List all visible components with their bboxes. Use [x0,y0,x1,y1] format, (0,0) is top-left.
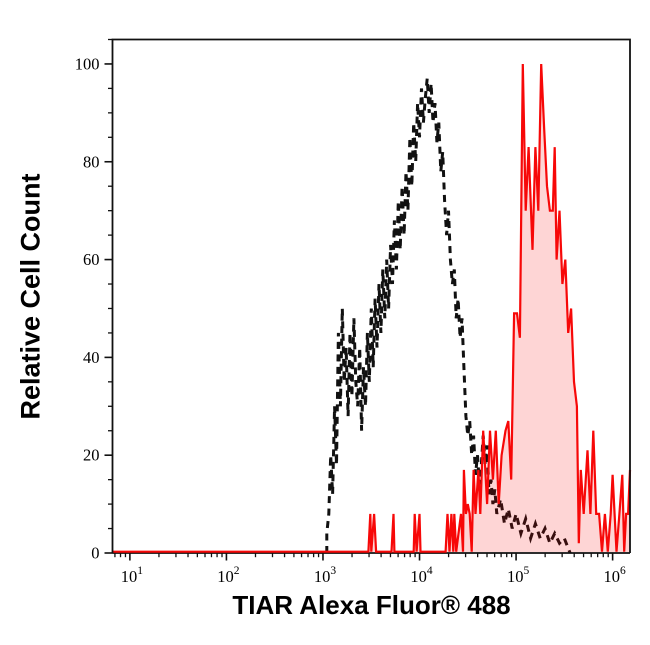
x-axis-title: TIAR Alexa Fluor® 488 [232,590,511,620]
tiar-histogram-fill [112,64,630,552]
y-axis-tick-label: 80 [83,152,100,171]
x-axis-tick-label: 105 [507,565,530,586]
plot-frame [111,38,631,553]
y-axis-tick-label: 60 [83,250,100,269]
x-axis-tick-label: 104 [410,565,433,586]
x-axis-tick-label: 106 [603,565,626,586]
y-axis-tick-label: 20 [83,446,100,465]
x-axis-tick-label: 102 [217,565,240,586]
y-axis-tick-label: 100 [75,54,100,73]
x-axis-tick-label: 103 [314,565,337,586]
y-axis-title: Relative Cell Count [15,173,46,420]
y-axis-tick-label: 0 [91,544,99,563]
control-histogram-curve [325,78,572,554]
x-axis-tick-label: 101 [121,565,144,586]
y-axis-tick-label: 40 [83,348,100,367]
tiar-histogram-curve [112,63,632,553]
